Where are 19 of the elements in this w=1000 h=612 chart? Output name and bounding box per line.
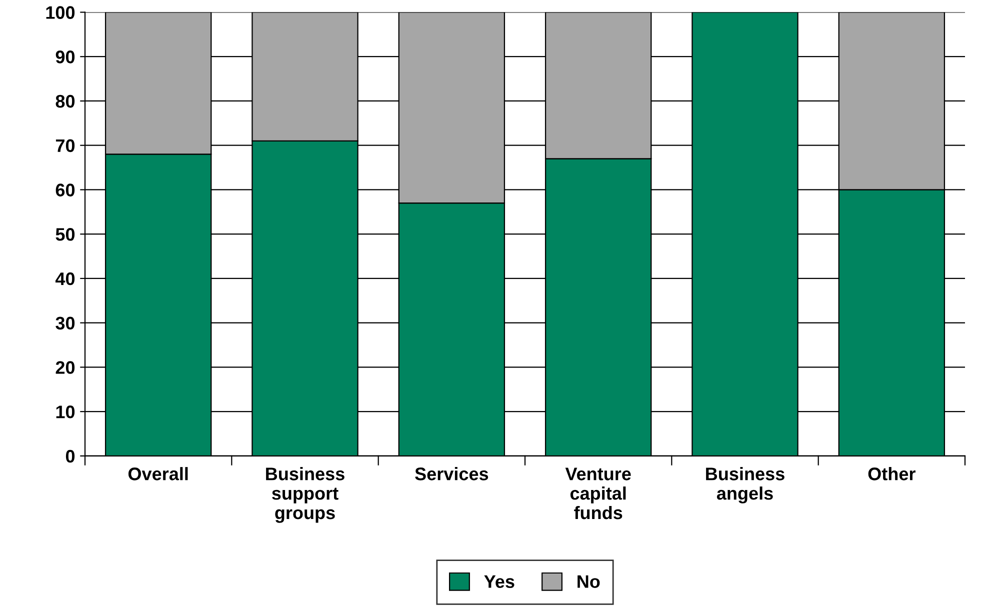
y-tick-label: 0 [66,450,75,463]
y-tick-label: 80 [56,94,75,108]
x-tick-label: Business support groups [266,467,344,523]
y-tick-label: 60 [56,184,75,196]
y-tick-label: 10 [56,406,75,418]
legend-label: Yes [484,575,514,588]
x-tick-label: Venture capital funds [565,468,631,520]
x-tick-label: Business angels [706,467,784,504]
y-tick-label: 70 [56,139,75,152]
legend-label: No [578,575,600,588]
x-tick-label: Services [415,467,488,480]
y-tick-label: 30 [56,316,75,330]
y-tick-label: 100 [46,6,75,19]
x-tick-label: Overall [128,467,188,480]
y-tick-label: 90 [56,50,75,64]
y-tick-label: 20 [56,361,75,374]
y-tick-label: 40 [55,272,75,286]
y-tick-label: 50 [56,228,75,241]
x-tick-label: Other [868,467,916,480]
